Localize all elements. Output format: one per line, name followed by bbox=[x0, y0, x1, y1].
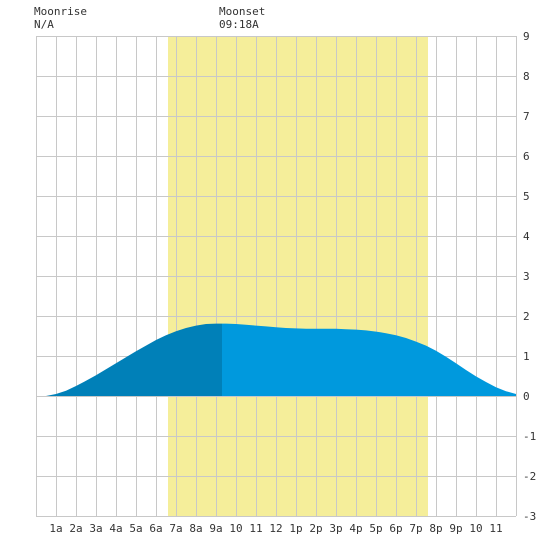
x-tick-label: 11 bbox=[249, 522, 262, 535]
y-tick-label: 5 bbox=[523, 190, 530, 203]
moonrise-info: Moonrise N/A bbox=[34, 5, 87, 31]
moonrise-value: N/A bbox=[34, 18, 54, 31]
x-tick-label: 10 bbox=[229, 522, 242, 535]
x-tick-label: 7p bbox=[409, 522, 422, 535]
tide-area-moon-up bbox=[36, 323, 222, 396]
x-tick-label: 10 bbox=[469, 522, 482, 535]
x-tick-label: 4p bbox=[349, 522, 362, 535]
y-tick-label: 0 bbox=[523, 390, 530, 403]
y-tick-label: 7 bbox=[523, 110, 530, 123]
x-tick-label: 9p bbox=[449, 522, 462, 535]
x-tick-label: 11 bbox=[489, 522, 502, 535]
x-tick-label: 3p bbox=[329, 522, 342, 535]
x-tick-label: 7a bbox=[169, 522, 182, 535]
y-tick-label: 8 bbox=[523, 70, 530, 83]
x-tick-label: 4a bbox=[109, 522, 122, 535]
moonset-info: Moonset 09:18A bbox=[219, 5, 265, 31]
x-tick-label: 5p bbox=[369, 522, 382, 535]
y-tick-label: -2 bbox=[523, 470, 536, 483]
x-tick-label: 2a bbox=[69, 522, 82, 535]
x-tick-label: 2p bbox=[309, 522, 322, 535]
x-tick-label: 6a bbox=[149, 522, 162, 535]
x-tick-label: 9a bbox=[209, 522, 222, 535]
moonset-label: Moonset bbox=[219, 5, 266, 18]
y-tick-label: 3 bbox=[523, 270, 530, 283]
x-tick-label: 3a bbox=[89, 522, 102, 535]
y-tick-label: 1 bbox=[523, 350, 530, 363]
x-tick-label: 6p bbox=[389, 522, 402, 535]
x-tick-label: 1p bbox=[289, 522, 302, 535]
x-tick-label: 8p bbox=[429, 522, 442, 535]
tide-area-moon-down bbox=[222, 323, 516, 396]
x-tick-label: 12 bbox=[269, 522, 282, 535]
moonset-value: 09:18A bbox=[219, 18, 259, 31]
y-tick-label: 2 bbox=[523, 310, 530, 323]
y-tick-label: -1 bbox=[523, 430, 536, 443]
x-tick-label: 5a bbox=[129, 522, 142, 535]
y-tick-label: -3 bbox=[523, 510, 536, 523]
moonrise-label: Moonrise bbox=[34, 5, 87, 18]
y-tick-label: 4 bbox=[523, 230, 530, 243]
x-tick-label: 8a bbox=[189, 522, 202, 535]
y-tick-label: 6 bbox=[523, 150, 530, 163]
y-tick-label: 9 bbox=[523, 30, 530, 43]
x-tick-label: 1a bbox=[49, 522, 62, 535]
